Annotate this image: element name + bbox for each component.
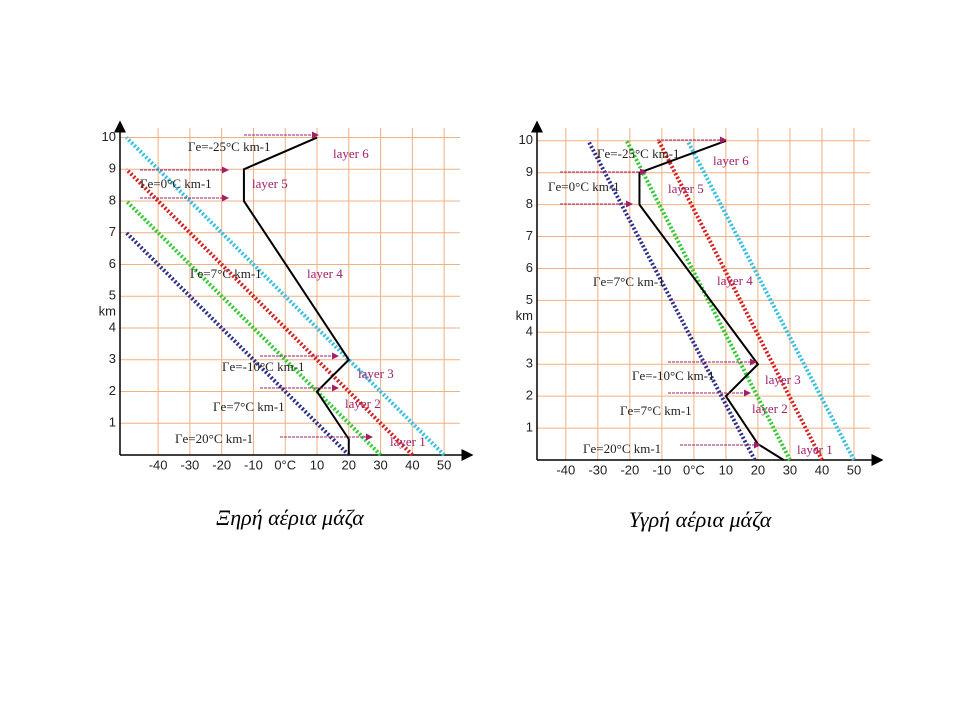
y-tick-label: 6 <box>109 256 116 271</box>
y-tick-label: 10 <box>102 129 116 144</box>
x-tick-label: 10 <box>310 457 324 472</box>
layer-label: layer 5 <box>252 176 288 191</box>
x-tick-label: -40 <box>149 457 168 472</box>
y-tick-label: 7 <box>109 224 116 239</box>
x-tick-label: 0°C <box>683 462 705 477</box>
x-tick-label: -20 <box>212 457 231 472</box>
lapse-rate-label: Γe=0°C km-1 <box>548 179 620 194</box>
y-tick-label: 8 <box>526 196 533 211</box>
y-axis-label: km <box>99 304 116 319</box>
lapse-rate-label: Γe=7°C km-1 <box>620 403 692 418</box>
adiabat-line <box>124 167 414 457</box>
layer-label: layer 1 <box>797 442 833 457</box>
x-tick-label: 50 <box>437 457 451 472</box>
x-tick-label: 10 <box>719 462 733 477</box>
x-tick-label: 40 <box>405 457 419 472</box>
caption: Υγρή αέρια μάζα <box>629 507 772 532</box>
profile-line <box>242 136 351 455</box>
layer-label: layer 4 <box>717 273 753 288</box>
y-axis-label: km <box>516 308 533 323</box>
y-tick-label: 9 <box>109 161 116 176</box>
lapse-rate-label: Γe=7°C km-1 <box>213 399 285 414</box>
y-tick-label: 5 <box>526 292 533 307</box>
x-tick-label: -40 <box>556 462 575 477</box>
lapse-rate-label: Γe=-25°C km-1 <box>597 146 680 161</box>
layer-label: layer 3 <box>765 372 801 387</box>
lapse-rate-label: Γe=-25°C km-1 <box>188 139 271 154</box>
y-tick-label: 2 <box>526 388 533 403</box>
y-tick-label: 8 <box>109 192 116 207</box>
lapse-rate-label: Γe=-10°C km-1 <box>632 368 715 383</box>
y-tick-label: 4 <box>526 324 533 339</box>
y-tick-label: 9 <box>526 164 533 179</box>
x-tick-label: 20 <box>751 462 765 477</box>
lapse-rate-label: Γe=20°C km-1 <box>175 431 253 446</box>
y-tick-label: 10 <box>519 132 533 147</box>
adiabat-line <box>124 231 351 457</box>
layer-label: layer 2 <box>345 396 381 411</box>
y-tick-label: 4 <box>109 319 116 334</box>
layer-label: layer 6 <box>333 146 369 161</box>
x-tick-label: 50 <box>847 462 861 477</box>
lapse-rate-label: Γe=7°C km-1 <box>190 266 262 281</box>
x-tick-label: -10 <box>652 462 671 477</box>
x-tick-label: 0°C <box>274 457 296 472</box>
adiabat-line <box>124 136 446 457</box>
x-tick-label: 40 <box>815 462 829 477</box>
y-tick-label: 1 <box>526 420 533 435</box>
x-tick-label: -10 <box>244 457 263 472</box>
x-tick-label: -30 <box>181 457 200 472</box>
x-tick-label: -20 <box>620 462 639 477</box>
lapse-rate-label: Γe=-10°C km-1 <box>222 359 305 374</box>
caption: Ξηρή αέρια μάζα <box>216 505 364 530</box>
adiabat-line <box>586 139 757 461</box>
x-tick-label: 20 <box>342 457 356 472</box>
y-tick-label: 3 <box>526 356 533 371</box>
adiabat-line <box>685 139 856 461</box>
layer-label: layer 4 <box>307 266 343 281</box>
layer-label: layer 5 <box>668 181 704 196</box>
x-tick-label: 30 <box>783 462 797 477</box>
y-tick-label: 7 <box>526 228 533 243</box>
y-tick-label: 3 <box>109 351 116 366</box>
lapse-rate-label: Γe=0°C km-1 <box>140 176 212 191</box>
x-tick-label: -30 <box>588 462 607 477</box>
lapse-rate-label: Γe=20°C km-1 <box>583 441 661 456</box>
layer-label: layer 6 <box>713 153 749 168</box>
y-tick-label: 5 <box>109 288 116 303</box>
layer-label: layer 2 <box>752 401 788 416</box>
y-tick-label: 6 <box>526 260 533 275</box>
y-tick-label: 2 <box>109 383 116 398</box>
lapse-rate-label: Γe=7°C km-1 <box>593 274 665 289</box>
layer-label: layer 1 <box>390 434 426 449</box>
x-tick-label: 30 <box>373 457 387 472</box>
y-tick-label: 1 <box>109 415 116 430</box>
layer-label: layer 3 <box>358 366 394 381</box>
